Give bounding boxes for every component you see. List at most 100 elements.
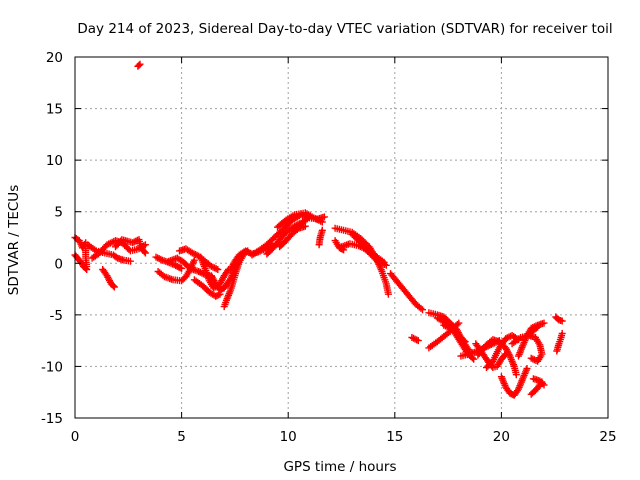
- data-point-marker: [190, 256, 198, 264]
- data-point-marker: [534, 357, 542, 365]
- data-point-marker: [523, 365, 531, 372]
- data-track: [263, 215, 311, 258]
- data-track: [387, 270, 426, 314]
- data-point-marker: [461, 338, 469, 346]
- data-track: [220, 251, 247, 311]
- data-point-marker: [211, 264, 219, 272]
- data-track: [99, 266, 118, 291]
- data-point-marker: [534, 323, 542, 331]
- data-track: [497, 365, 531, 399]
- x-tick-label: 0: [71, 429, 80, 445]
- data-point-marker: [540, 381, 548, 389]
- data-point-marker: [242, 247, 250, 255]
- data-point-marker: [532, 357, 540, 364]
- data-track: [440, 321, 469, 346]
- data-track: [274, 209, 326, 231]
- data-track: [552, 313, 566, 325]
- data-point-marker: [243, 248, 251, 256]
- x-tick-label: 20: [493, 429, 510, 445]
- data-point-marker: [419, 306, 426, 314]
- data-point-marker: [540, 319, 548, 327]
- data-track: [553, 329, 566, 355]
- data-point-marker: [141, 241, 149, 249]
- data-point-marker: [136, 60, 144, 68]
- data-track: [525, 323, 542, 337]
- axis-ticks: 0 5 10 15 20 25 -15 -10 -5 0 5 10 15 20: [41, 50, 617, 445]
- data-point-marker: [301, 222, 309, 230]
- data-track: [276, 222, 309, 251]
- data-point-marker: [82, 264, 90, 272]
- data-track: [348, 230, 390, 269]
- data-point-marker: [512, 371, 520, 379]
- data-track: [190, 276, 224, 300]
- data-point-marker: [505, 351, 513, 358]
- y-tick-label: -10: [41, 359, 63, 375]
- data-point-marker: [196, 268, 204, 276]
- data-point-marker: [207, 262, 215, 270]
- x-tick-label: 25: [599, 429, 616, 445]
- data-track: [529, 375, 548, 389]
- data-point-marker: [126, 257, 134, 265]
- x-tick-label: 10: [280, 429, 297, 445]
- data-point-marker: [172, 262, 180, 270]
- data-point-marker: [157, 255, 165, 263]
- data-point-marker: [411, 335, 419, 343]
- data-point-marker: [195, 268, 203, 275]
- data-point-marker: [212, 265, 220, 273]
- y-tick-label: 20: [46, 50, 63, 66]
- data-point-marker: [529, 355, 537, 363]
- data-track: [112, 236, 149, 257]
- data-point-marker: [384, 290, 392, 298]
- data-point-marker: [503, 334, 511, 342]
- y-tick-label: -5: [50, 308, 63, 324]
- data-point-marker: [83, 266, 91, 273]
- y-tick-label: 5: [54, 205, 63, 221]
- data-track: [425, 319, 463, 352]
- data-point-marker: [178, 264, 186, 272]
- data-point-marker: [192, 251, 199, 258]
- x-axis-title: GPS time / hours: [283, 459, 396, 475]
- data-point-marker: [455, 319, 463, 327]
- chart-title: Day 214 of 2023, Sidereal Day-to-day VTE…: [77, 21, 612, 37]
- data-point-marker: [109, 282, 117, 290]
- data-point-marker: [410, 334, 417, 342]
- data-point-marker: [320, 213, 328, 221]
- data-track: [134, 60, 144, 70]
- y-tick-label: 15: [46, 102, 63, 118]
- data-track: [483, 332, 522, 371]
- y-tick-label: 10: [46, 153, 63, 169]
- data-point-marker: [135, 61, 143, 69]
- data-point-marker: [214, 266, 222, 273]
- data-point-marker: [532, 324, 540, 332]
- data-point-marker: [501, 351, 509, 359]
- data-point-marker: [453, 321, 461, 328]
- x-tick-label: 5: [177, 429, 186, 445]
- data-track: [408, 334, 422, 345]
- data-point-marker: [539, 380, 547, 388]
- y-tick-label: 0: [54, 256, 63, 272]
- data-track: [71, 234, 91, 270]
- data-point-marker: [152, 253, 160, 261]
- data-point-marker: [408, 334, 416, 341]
- data-point-marker: [190, 250, 198, 258]
- data-point-marker: [527, 354, 535, 362]
- data-point-marker: [110, 283, 118, 291]
- data-point-marker: [223, 267, 231, 275]
- y-axis-title: SDTVAR / TECUs: [6, 185, 22, 295]
- data-point-marker: [318, 218, 326, 226]
- plot-frame: [74, 56, 609, 419]
- data-point-marker: [502, 335, 510, 343]
- data-point-marker: [318, 226, 326, 234]
- data-point-marker: [558, 329, 566, 337]
- data-layer: [71, 60, 566, 399]
- data-point-marker: [558, 317, 566, 325]
- data-point-marker: [417, 304, 425, 312]
- data-point-marker: [141, 249, 149, 257]
- data-point-marker: [129, 239, 137, 247]
- y-tick-label: -15: [41, 411, 63, 427]
- x-tick-label: 15: [386, 429, 403, 445]
- data-track: [315, 226, 326, 249]
- data-point-marker: [460, 336, 468, 344]
- data-point-marker: [140, 248, 148, 256]
